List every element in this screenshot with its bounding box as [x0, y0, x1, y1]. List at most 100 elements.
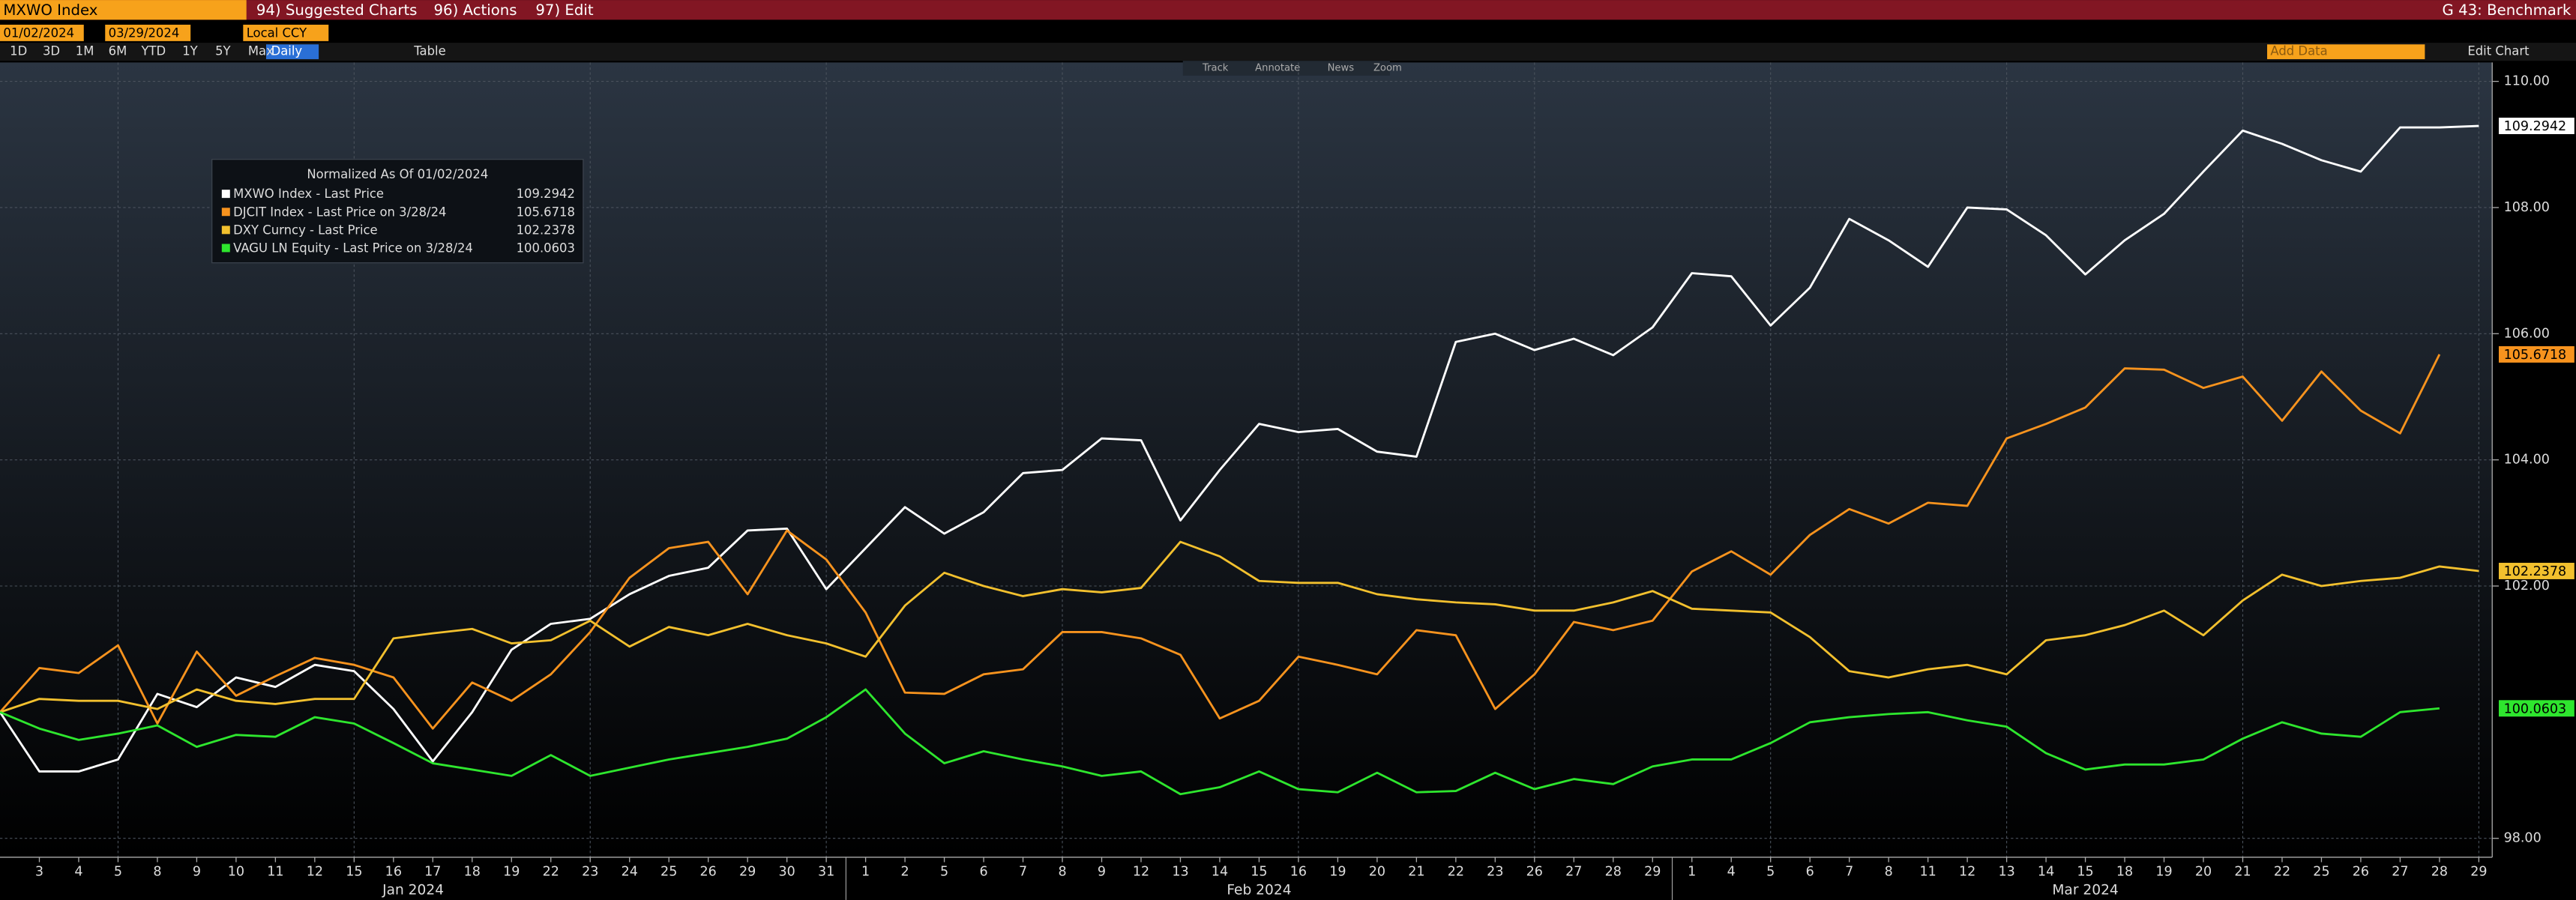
- period-button[interactable]: Max: [248, 44, 274, 58]
- period-button[interactable]: 6M: [109, 44, 127, 58]
- x-tick-label: 1: [1688, 865, 1696, 880]
- x-tick-label: 21: [1408, 865, 1424, 880]
- function: G 43: Benchmark: [2443, 1, 2572, 19]
- y-tick-label: 110.00: [2504, 74, 2550, 89]
- month-label: Feb 2024: [1227, 882, 1291, 898]
- x-tick-label: 9: [1098, 865, 1106, 880]
- tool-button[interactable]: Track: [1202, 63, 1229, 74]
- y-tick-label: 106.00: [2504, 326, 2550, 341]
- x-tick-label: 12: [1959, 865, 1975, 880]
- x-tick-label: 18: [464, 865, 481, 880]
- x-tick-label: 27: [2392, 865, 2408, 880]
- legend-value: 102.2378: [517, 223, 575, 237]
- series-line: [0, 354, 2441, 730]
- x-tick-label: 6: [979, 865, 987, 880]
- x-tick-label: 15: [2077, 865, 2093, 880]
- x-tick-label: 28: [2431, 865, 2448, 880]
- y-tick-label: 98.00: [2504, 831, 2542, 846]
- legend-entry: MXWO Index - Last Price: [233, 187, 384, 201]
- x-tick-label: 20: [2195, 865, 2212, 880]
- month-label: Mar 2024: [2052, 882, 2118, 898]
- tool-button[interactable]: Annotate: [1255, 63, 1300, 74]
- last-value-label: 102.2378: [2504, 564, 2567, 579]
- x-tick-label: 24: [622, 865, 638, 880]
- x-tick-label: 7: [1019, 865, 1027, 880]
- legend-title: Normalized As Of 01/02/2024: [307, 167, 488, 181]
- frequency-field[interactable]: [265, 44, 319, 59]
- title-bar: [0, 0, 2576, 20]
- menu[interactable]: 96) Actions: [434, 1, 517, 19]
- legend-swatch: [221, 244, 230, 253]
- toolbar: [0, 43, 2576, 61]
- period-button[interactable]: 3D: [43, 44, 60, 58]
- x-tick-label: 5: [1766, 865, 1775, 880]
- frequency: Daily: [271, 44, 303, 58]
- x-tick-label: 17: [424, 865, 441, 880]
- legend-swatch: [221, 226, 230, 235]
- last-value-label: 105.6718: [2504, 348, 2567, 363]
- legend-swatch: [221, 208, 230, 217]
- legend-entry: DJCIT Index - Last Price on 3/28/24: [233, 205, 446, 219]
- x-tick-label: 25: [660, 865, 677, 880]
- x-tick-label: 20: [1369, 865, 1385, 880]
- y-tick-label: 104.00: [2504, 453, 2550, 468]
- series-line: [0, 688, 2440, 796]
- x-tick-label: 22: [543, 865, 559, 880]
- x-tick-label: 28: [1605, 865, 1622, 880]
- x-tick-label: 29: [1644, 865, 1661, 880]
- x-tick-label: 19: [2155, 865, 2172, 880]
- x-tick-label: 2: [901, 865, 909, 880]
- y-tick-label: 108.00: [2504, 200, 2550, 215]
- currency-field[interactable]: [243, 24, 329, 41]
- x-tick-label: 23: [582, 865, 598, 880]
- period-button[interactable]: 1D: [10, 44, 27, 58]
- x-tick-label: 16: [385, 865, 402, 880]
- x-tick-label: 31: [818, 865, 834, 880]
- table-button[interactable]: Table: [413, 44, 445, 58]
- x-tick-label: 16: [1290, 865, 1307, 880]
- period-button[interactable]: 1Y: [182, 44, 198, 58]
- x-tick-label: 26: [2353, 865, 2369, 880]
- x-tick-label: 22: [1448, 865, 1464, 880]
- end-date-field[interactable]: [105, 24, 191, 41]
- last-value-box: [2499, 118, 2575, 134]
- month-label: Jan 2024: [382, 882, 444, 898]
- menu[interactable]: 97) Edit: [535, 1, 594, 19]
- x-tick-label: 5: [114, 865, 122, 880]
- legend-value: 105.6718: [517, 205, 575, 219]
- series-line: [0, 124, 2479, 773]
- x-tick-label: 9: [193, 865, 201, 880]
- tool-button[interactable]: Zoom: [1373, 63, 1402, 74]
- legend: [211, 158, 584, 264]
- x-tick-label: 11: [267, 865, 283, 880]
- edit-chart[interactable]: Edit Chart: [2467, 44, 2530, 58]
- security: MXWO Index: [3, 1, 97, 19]
- x-tick-label: 12: [1133, 865, 1149, 880]
- x-tick-label: 14: [2038, 865, 2054, 880]
- x-tick-label: 18: [2116, 865, 2133, 880]
- x-tick-label: 8: [153, 865, 161, 880]
- x-tick-label: 19: [503, 865, 520, 880]
- x-tick-label: 13: [1172, 865, 1188, 880]
- tool-button[interactable]: News: [1328, 63, 1355, 74]
- period-button[interactable]: 1M: [76, 44, 94, 58]
- x-tick-label: 26: [1526, 865, 1543, 880]
- end-date: 03/29/2024: [109, 25, 180, 40]
- legend-value: 109.2942: [517, 187, 575, 201]
- x-tick-label: 10: [228, 865, 244, 880]
- start-date-field[interactable]: [0, 24, 84, 41]
- menu[interactable]: 94) Suggested Charts: [256, 1, 418, 19]
- last-value-label: 100.0603: [2504, 701, 2567, 716]
- x-tick-label: 12: [307, 865, 323, 880]
- add-data-field[interactable]: [2267, 44, 2425, 59]
- x-tick-label: 19: [1329, 865, 1346, 880]
- security-field[interactable]: [0, 0, 247, 20]
- last-value-box: [2499, 700, 2575, 717]
- x-tick-label: 23: [1487, 865, 1503, 880]
- period-button[interactable]: YTD: [140, 44, 166, 58]
- x-tick-label: 1: [861, 865, 870, 880]
- period-button[interactable]: 5Y: [215, 44, 231, 58]
- x-tick-label: 29: [2470, 865, 2487, 880]
